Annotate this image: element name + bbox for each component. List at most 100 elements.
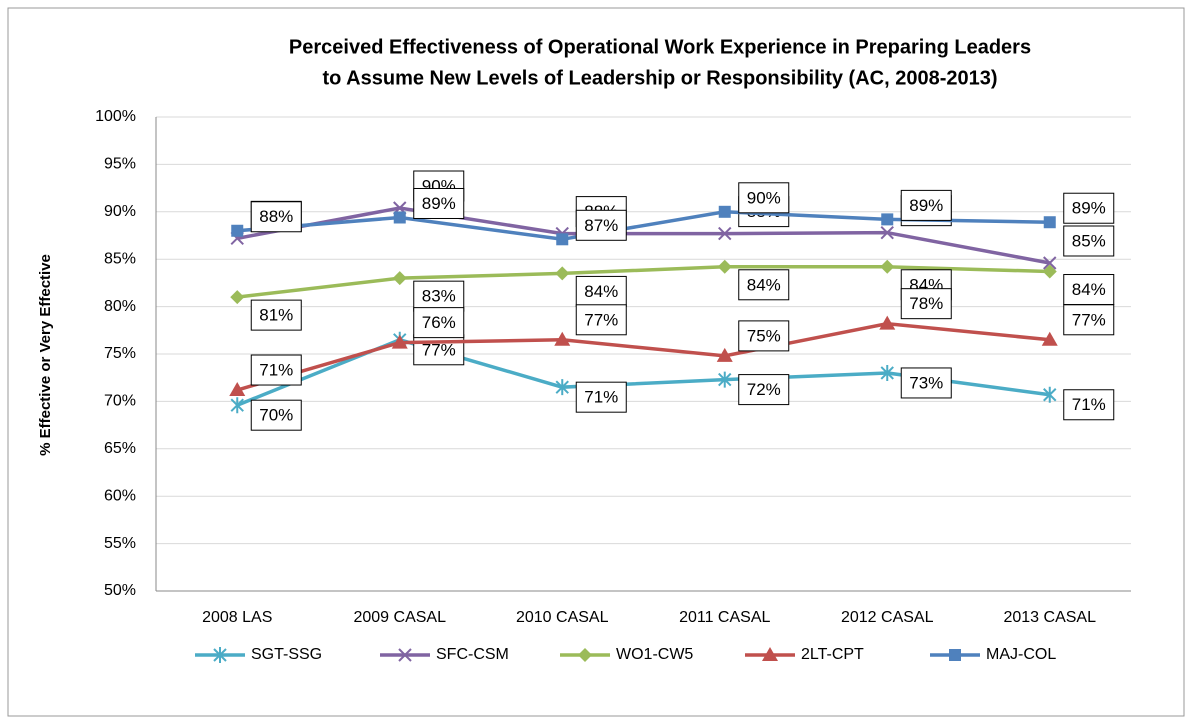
- data-label: 77%: [584, 310, 618, 329]
- data-label: 70%: [259, 406, 293, 425]
- data-label-box: [900, 288, 952, 320]
- marker: [230, 397, 244, 414]
- data-label-box: [250, 299, 302, 331]
- marker: [393, 211, 406, 224]
- data-label-box: [738, 374, 790, 406]
- data-label-box: [413, 280, 465, 312]
- marker-shape: [554, 331, 571, 346]
- marker-shape: [949, 649, 961, 661]
- y-tick-label: 85%: [104, 250, 136, 267]
- marker: [879, 315, 896, 330]
- marker-shape: [231, 224, 244, 237]
- marker-shape: [230, 290, 245, 305]
- marker: [762, 647, 778, 661]
- marker: [718, 371, 732, 388]
- series-line: [237, 265, 1050, 299]
- marker-shape: [1041, 331, 1058, 346]
- data-label: 71%: [584, 388, 618, 407]
- marker: [717, 259, 732, 274]
- marker-shape: [762, 647, 778, 661]
- data-label: 71%: [1072, 395, 1106, 414]
- data-label: 81%: [259, 306, 293, 325]
- marker: [555, 379, 569, 396]
- marker-shape: [398, 648, 412, 662]
- data-label: 78%: [909, 294, 943, 313]
- marker-shape: [555, 379, 569, 396]
- y-tick-label: 90%: [104, 203, 136, 220]
- y-axis-title: % Effective or Very Effective: [37, 254, 54, 456]
- marker: [949, 649, 961, 661]
- data-label-box: [1063, 192, 1115, 224]
- legend-label: MAJ-COL: [986, 646, 1056, 663]
- y-tick-label: 70%: [104, 393, 136, 410]
- marker-shape: [392, 271, 407, 286]
- marker: [392, 271, 407, 286]
- data-label-box: [413, 334, 465, 366]
- data-label-box: [900, 189, 952, 221]
- data-label-box: [900, 367, 952, 399]
- marker-shape: [880, 364, 894, 381]
- y-tick-label: 65%: [104, 440, 136, 457]
- marker: [229, 382, 246, 397]
- marker-shape: [556, 233, 569, 246]
- marker-shape: [718, 205, 731, 218]
- marker-shape: [555, 266, 570, 281]
- data-label-box: [250, 354, 302, 386]
- marker-shape: [1043, 256, 1057, 270]
- marker: [554, 331, 571, 346]
- data-label: 77%: [422, 340, 456, 359]
- x-tick-label: 2013 CASAL: [1003, 609, 1096, 626]
- data-label: 71%: [259, 361, 293, 380]
- marker-shape: [393, 211, 406, 224]
- marker: [398, 648, 412, 662]
- marker: [1043, 386, 1057, 403]
- legend-label: SFC-CSM: [436, 646, 509, 663]
- marker-shape: [1043, 216, 1056, 229]
- marker: [231, 224, 244, 237]
- marker-shape: [230, 397, 244, 414]
- marker-shape: [881, 213, 894, 226]
- marker: [213, 647, 227, 663]
- marker-shape: [717, 259, 732, 274]
- data-label: 84%: [747, 275, 781, 294]
- marker-shape: [1043, 386, 1057, 403]
- legend-label: SGT-SSG: [251, 646, 322, 663]
- legend-label: WO1-CW5: [616, 646, 693, 663]
- marker: [881, 213, 894, 226]
- marker-shape: [718, 226, 732, 241]
- data-label-box: [575, 304, 627, 336]
- marker: [578, 648, 592, 662]
- x-tick-label: 2008 LAS: [202, 609, 272, 626]
- data-label-box: [575, 209, 627, 241]
- data-label: 90%: [747, 188, 781, 207]
- data-label: 83%: [422, 287, 456, 306]
- data-label: 89%: [422, 194, 456, 213]
- marker: [718, 205, 731, 218]
- data-label: 77%: [1072, 310, 1106, 329]
- series-line: [236, 321, 1050, 392]
- marker-shape: [879, 315, 896, 330]
- marker: [1043, 216, 1056, 229]
- chart-border: [7, 7, 1185, 717]
- data-label: 75%: [747, 326, 781, 345]
- y-tick-label: 60%: [104, 487, 136, 504]
- marker-shape: [578, 648, 592, 662]
- chart-title: Perceived Effectiveness of Operational W…: [289, 36, 1031, 58]
- marker-shape: [213, 647, 227, 663]
- marker: [880, 364, 894, 381]
- data-label-box: [250, 399, 302, 431]
- data-label: 89%: [909, 196, 943, 215]
- data-label-box: [413, 307, 465, 339]
- data-label-box: [1063, 274, 1115, 306]
- data-label: 84%: [584, 282, 618, 301]
- y-tick-label: 75%: [104, 345, 136, 362]
- y-tick-label: 100%: [95, 108, 136, 125]
- marker: [230, 290, 245, 305]
- data-label-box: [738, 320, 790, 352]
- x-tick-label: 2010 CASAL: [516, 609, 609, 626]
- data-label-box: [738, 269, 790, 301]
- data-label-box: [413, 187, 465, 219]
- data-label: 85%: [1072, 231, 1106, 250]
- data-label: 72%: [747, 380, 781, 399]
- marker: [1042, 264, 1057, 279]
